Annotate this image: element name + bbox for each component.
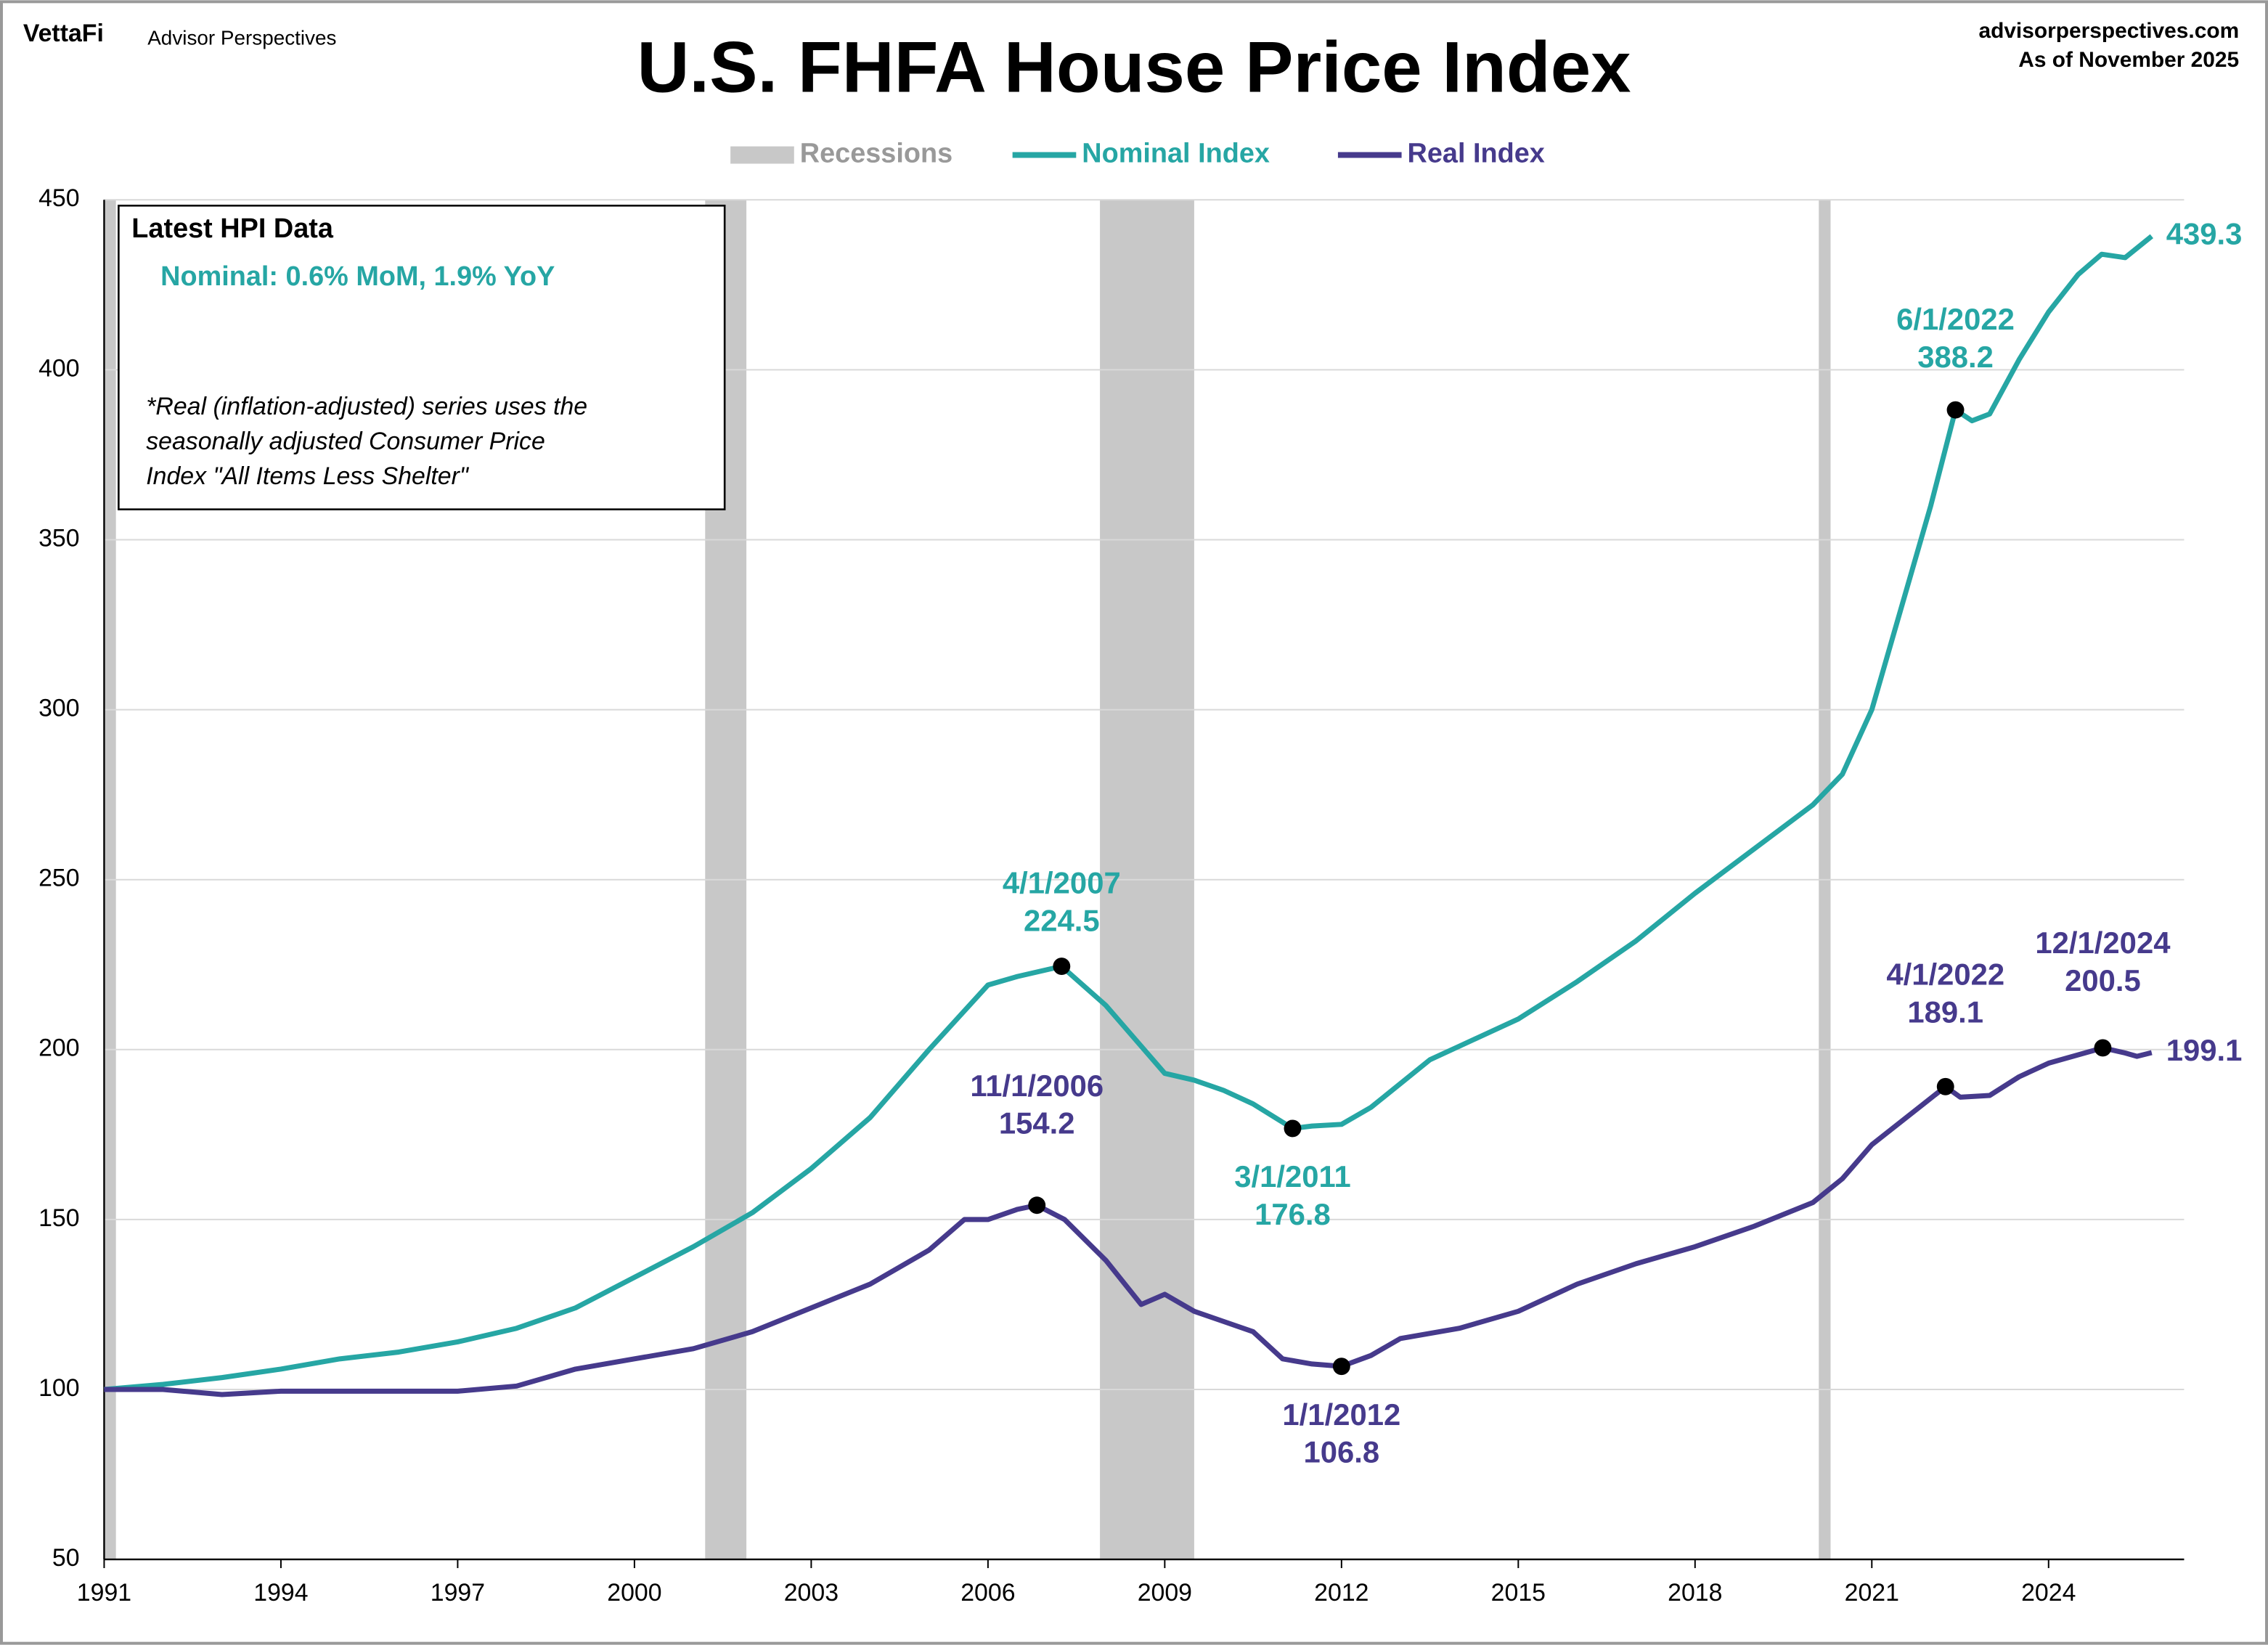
x-tick-label: 2003 [784,1579,839,1607]
annotation-point [1936,1077,1954,1095]
annotation-value: 200.5 [2065,963,2141,997]
annotation-value: 154.2 [999,1106,1075,1140]
annotation-point [2094,1039,2112,1057]
source: advisorperspectives.com [1978,19,2239,43]
chart-title: U.S. FHFA House Price Index [637,27,1631,107]
publisher: Advisor Perspectives [147,27,336,49]
annotation-point [1053,958,1071,976]
y-tick-label: 150 [38,1204,80,1232]
info-note: *Real (inflation-adjusted) series uses t… [146,393,587,420]
annotation-value: 176.8 [1255,1197,1331,1231]
plot-area: 50 100 150 200 250 300 350 400 450 1991 1994 1997 20… [38,184,2242,1607]
x-tick-label: 1991 [77,1579,131,1607]
annotation-point [1284,1119,1302,1138]
as-of: As of November 2025 [2018,48,2239,72]
legend: Recessions Nominal Index Real Index [730,139,1545,169]
info-heading: Latest HPI Data [131,213,334,244]
legend-label: Real Index [1408,139,1545,169]
info-note: Index "All Items Less Shelter" [146,462,470,490]
y-tick-label: 50 [52,1544,80,1572]
x-tick-label: 2009 [1138,1579,1192,1607]
x-tick-label: 2018 [1668,1579,1722,1607]
annotation-date: 11/1/2006 [970,1069,1104,1103]
x-tick-label: 2024 [2021,1579,2076,1607]
info-note: seasonally adjusted Consumer Price [146,428,545,455]
annotation-date: 1/1/2012 [1282,1397,1400,1432]
x-tick-label: 2015 [1491,1579,1546,1607]
y-tick-label: 300 [38,695,80,722]
annotation-value: 224.5 [1024,903,1100,937]
x-tick-label: 2006 [960,1579,1015,1607]
annotation-date: 3/1/2011 [1234,1159,1351,1193]
legend-label: Nominal Index [1082,139,1270,169]
annotation-point [1946,401,1965,419]
x-tick-label: 2012 [1314,1579,1368,1607]
x-tick-label: 1997 [431,1579,485,1607]
annotation-value: 388.2 [1917,340,1994,374]
annotation-date: 4/1/2007 [1003,866,1121,900]
annotation-date: 4/1/2022 [1886,957,2004,991]
x-tick-label: 2021 [1845,1579,1899,1607]
brand: VettaFi [23,20,104,47]
x-tick-label: 1994 [253,1579,308,1607]
info-box [118,204,726,510]
annotation-point [1028,1196,1046,1215]
annotation-value: 106.8 [1303,1435,1379,1469]
y-tick-label: 250 [38,865,80,892]
y-tick-label: 400 [38,354,80,382]
annotation-value: 189.1 [1907,995,1983,1029]
annotation-date: 12/1/2024 [2035,926,2171,960]
end-label: 439.3 [2166,216,2243,250]
end-label: 199.1 [2166,1033,2243,1067]
info-nominal: Nominal: 0.6% MoM, 1.9% YoY [160,261,555,292]
y-tick-label: 200 [38,1034,80,1062]
annotation-point [1332,1358,1350,1376]
y-tick-label: 450 [38,184,80,212]
x-tick-label: 2000 [607,1579,661,1607]
series-line [104,234,2153,1392]
y-tick-label: 100 [38,1374,80,1402]
legend-label: Recessions [800,139,953,169]
annotation-date: 6/1/2022 [1896,302,2015,336]
y-tick-label: 350 [38,524,80,552]
